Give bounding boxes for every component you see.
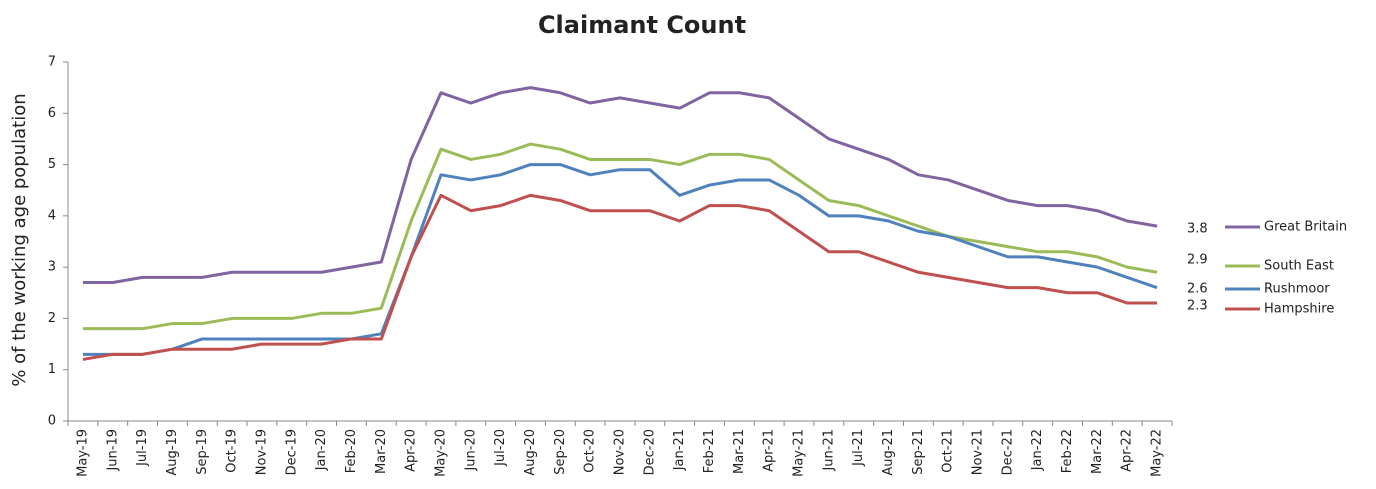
end-value-label: 3.8 (1187, 222, 1208, 237)
x-tick-label: Sep-19 (195, 429, 210, 475)
x-tick-label: Jan-21 (672, 429, 687, 471)
y-tick-label: 7 (48, 55, 56, 70)
x-tick-label: May-20 (433, 429, 448, 477)
x-tick-label: Mar-22 (1090, 429, 1105, 474)
x-tick-label: Jul-19 (135, 429, 150, 467)
legend-label: Hampshire (1264, 302, 1334, 317)
x-tick-label: Feb-21 (702, 429, 717, 473)
series-line (82, 86, 1158, 285)
x-tick-label: Jun-20 (463, 429, 478, 472)
x-tick-label: Oct-20 (583, 429, 598, 473)
end-value-label: 2.3 (1187, 299, 1208, 314)
x-tick-label: Jan-22 (1030, 429, 1045, 471)
y-tick-label: 0 (48, 414, 56, 429)
x-tick-label: Dec-20 (642, 429, 657, 475)
x-tick-label: Jul-21 (851, 429, 866, 467)
x-tick-label: Aug-21 (881, 429, 896, 476)
y-tick-label: 5 (48, 157, 56, 172)
legend-label: South East (1264, 259, 1334, 274)
x-tick-label: Jan-20 (314, 429, 329, 471)
x-tick-label: Nov-19 (254, 429, 269, 475)
y-tick-label: 3 (48, 260, 56, 275)
x-tick-label: Dec-19 (284, 429, 299, 475)
y-axis-label: % of the working age population (9, 93, 30, 386)
x-tick-label: Jun-21 (821, 429, 836, 472)
x-tick-label: Apr-22 (1120, 429, 1135, 472)
x-tick-label: Aug-20 (523, 429, 538, 476)
legend-label: Great Britain (1264, 220, 1347, 235)
x-tick-label: Mar-20 (374, 429, 389, 474)
x-tick-label: Jul-20 (493, 429, 508, 467)
x-tick-label: Sep-21 (911, 429, 926, 475)
legend-label: Rushmoor (1264, 282, 1330, 297)
x-tick-label: Sep-20 (553, 429, 568, 475)
x-tick-label: Nov-21 (971, 429, 986, 475)
chart-title: Claimant Count (538, 11, 746, 39)
x-tick-label: Apr-20 (404, 429, 419, 472)
x-tick-label: Apr-21 (762, 429, 777, 472)
series-line (82, 193, 1158, 361)
x-tick-label: Nov-20 (613, 429, 628, 475)
x-tick-label: Mar-21 (732, 429, 747, 474)
x-tick-label: Oct-21 (941, 429, 956, 473)
y-tick-label: 4 (48, 208, 56, 223)
x-tick-label: Aug-19 (165, 429, 180, 476)
series-line (82, 163, 1158, 356)
x-tick-label: May-22 (1150, 429, 1165, 477)
x-tick-label: Feb-20 (344, 429, 359, 473)
x-tick-label: Dec-21 (1000, 429, 1015, 475)
end-value-label: 2.9 (1187, 253, 1208, 268)
y-tick-label: 6 (48, 106, 56, 121)
x-tick-label: May-19 (75, 429, 90, 477)
x-tick-label: Feb-22 (1060, 429, 1075, 473)
series-line (82, 142, 1158, 331)
y-tick-label: 1 (48, 362, 56, 377)
x-tick-label: Jun-19 (105, 429, 120, 472)
end-value-label: 2.6 (1187, 282, 1208, 297)
x-tick-label: May-21 (792, 429, 807, 477)
x-tick-label: Oct-19 (225, 429, 240, 473)
y-tick-label: 2 (48, 311, 56, 326)
